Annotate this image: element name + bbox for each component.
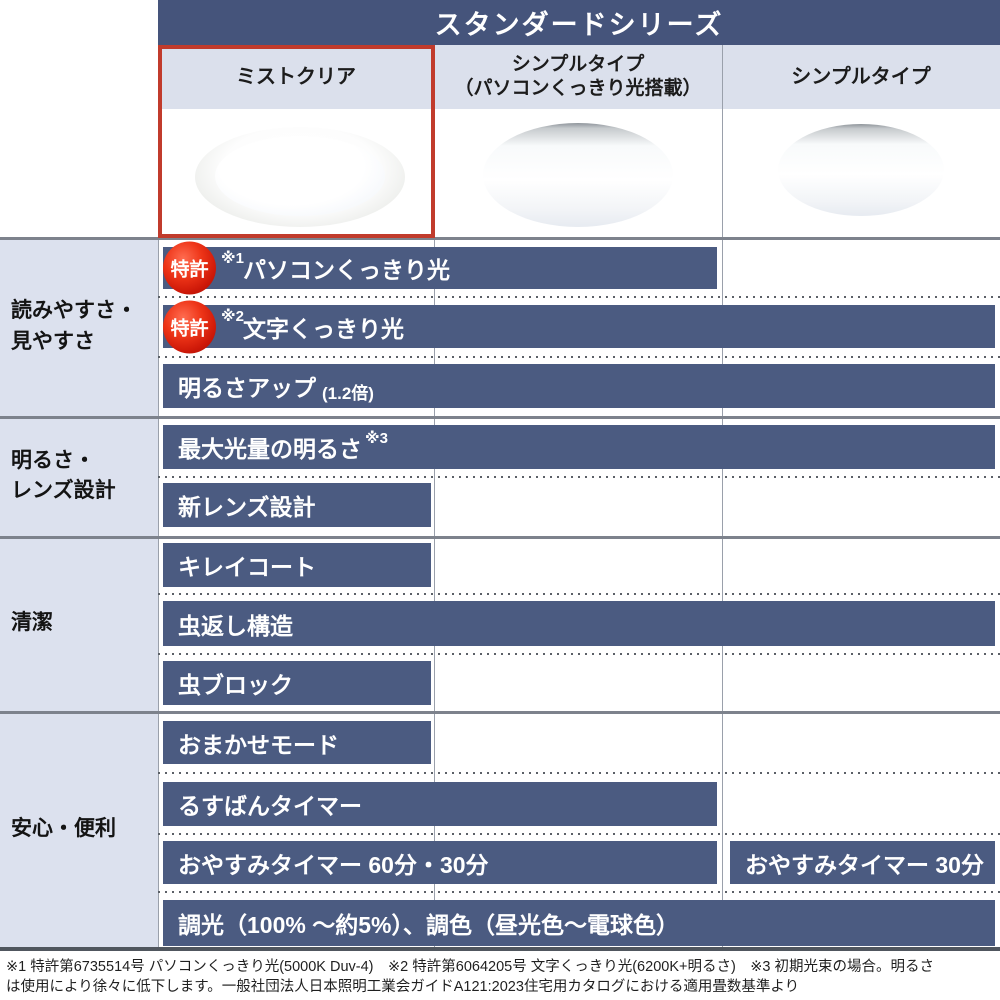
ceiling-light-image-mistclear	[195, 127, 405, 227]
dotted-divider	[158, 772, 1000, 774]
highlight-border	[158, 45, 435, 238]
feature-label: おやすみタイマー 60分・30分	[178, 851, 489, 878]
footnote-line-2: は使用により徐々に低下します。一般社団法人日本照明工業会ガイドA121:2023…	[6, 979, 800, 995]
feature-label: パソコンくっきり光	[243, 257, 450, 283]
feature-bar-insect-block: 虫ブロック	[163, 661, 431, 705]
dotted-divider	[158, 476, 1000, 478]
dotted-divider	[158, 593, 1000, 595]
feature-label: おまかせモード	[178, 731, 339, 758]
feature-label: 文字くっきり光	[243, 315, 404, 342]
column-divider	[722, 45, 723, 947]
feature-bar-rusuban-timer: るすばんタイマー	[163, 782, 717, 826]
category-line: 読みやすさ・	[11, 299, 137, 323]
feature-bar-kirei-coat: キレイコート	[163, 543, 431, 587]
feature-bar-dimming-color: 調光（100% ～約5%）、調色（昼光色～電球色）	[163, 900, 995, 946]
column-header-simple-pc: シンプルタイプ （パソコンくっきり光搭載）	[434, 45, 722, 109]
category-brightness-lens: 明るさ・ レンズ設計	[0, 416, 158, 536]
feature-label: おやすみタイマー 30分	[745, 851, 984, 878]
feature-bar-max-brightness: 最大光量の明るさ ※3	[163, 425, 995, 469]
note-ref: ※1	[221, 250, 244, 267]
category-line: レンズ設計	[11, 479, 116, 502]
feature-label: キレイコート	[178, 554, 316, 580]
feature-label: 虫返し構造	[178, 612, 293, 639]
category-column-divider	[158, 237, 159, 947]
product-name: シンプルタイプ	[791, 65, 931, 88]
feature-sublabel: (1.2倍)	[322, 383, 374, 403]
series-title: スタンダードシリーズ	[158, 0, 1000, 45]
section-divider	[0, 536, 1000, 539]
feature-bar-pc-kukkiri: 特許 ※1 パソコンくっきり光	[163, 241, 717, 295]
dotted-divider	[158, 891, 1000, 893]
dotted-divider	[158, 296, 1000, 298]
dotted-divider	[158, 356, 1000, 358]
feature-label: るすばんタイマー	[178, 793, 362, 819]
ceiling-light-image-simple-pc	[483, 123, 673, 227]
section-divider	[0, 416, 1000, 419]
column-header-mistclear: ミストクリア	[158, 45, 434, 109]
category-line: 見やすさ	[11, 329, 95, 353]
dotted-divider	[158, 653, 1000, 655]
product-name: ミストクリア	[236, 65, 356, 88]
feature-bar-new-lens: 新レンズ設計	[163, 483, 431, 527]
category-line: 清潔	[11, 611, 53, 635]
note-ref: ※3	[365, 430, 388, 447]
table-bottom-line	[0, 947, 1000, 951]
category-line: 安心・便利	[11, 816, 116, 840]
patent-badge: 特許	[163, 300, 216, 353]
feature-label: 新レンズ設計	[178, 494, 316, 520]
category-column-background	[0, 237, 158, 947]
patent-badge: 特許	[163, 241, 216, 295]
category-safety-convenience: 安心・便利	[0, 711, 158, 947]
feature-label: 明るさアップ	[178, 375, 316, 401]
product-name: シンプルタイプ	[511, 54, 645, 76]
feature-label: 最大光量の明るさ	[178, 436, 362, 462]
footnote-line-1: ※1 特許第6735514号 パソコンくっきり光(5000K Duv-4) ※2…	[6, 959, 935, 975]
category-clean: 清潔	[0, 536, 158, 711]
feature-bar-brightness-up: 明るさアップ (1.2倍)	[163, 364, 995, 408]
note-ref: ※2	[221, 308, 244, 325]
category-readability: 読みやすさ・ 見やすさ	[0, 237, 158, 416]
ceiling-light-image-simple	[778, 124, 944, 216]
feature-label: 調光（100% ～約5%）、調色（昼光色～電球色）	[178, 912, 679, 938]
dotted-divider	[158, 833, 1000, 835]
light-lens	[215, 136, 385, 216]
feature-bar-moji-kukkiri: 特許 ※2 文字くっきり光	[163, 300, 995, 353]
feature-bar-insect-guard: 虫返し構造	[163, 601, 995, 646]
product-subname: （パソコンくっきり光搭載）	[454, 78, 702, 99]
column-divider	[434, 45, 435, 947]
feature-label: 虫ブロック	[178, 672, 293, 698]
feature-bar-omakase-mode: おまかせモード	[163, 721, 431, 764]
feature-bar-oyasumi-timer-30: おやすみタイマー 30分	[730, 841, 995, 884]
section-divider	[0, 711, 1000, 714]
feature-bar-oyasumi-timer-60-30: おやすみタイマー 60分・30分	[163, 841, 717, 884]
section-divider	[0, 237, 1000, 240]
category-line: 明るさ・	[11, 448, 95, 472]
column-header-simple: シンプルタイプ	[722, 45, 1000, 109]
